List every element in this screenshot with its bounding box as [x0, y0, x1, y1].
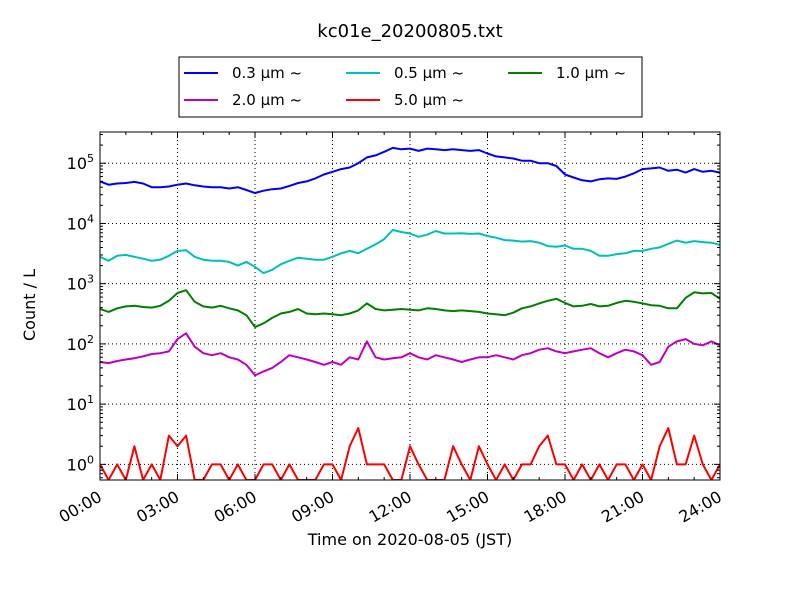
- legend-label: 2.0 μm ~: [232, 91, 302, 109]
- series-line-5: [100, 427, 720, 480]
- legend-label: 1.0 μm ~: [556, 64, 626, 82]
- x-tick-label: 06:00: [211, 487, 260, 527]
- x-tick-label: 15:00: [443, 487, 492, 527]
- series-line-2: [100, 229, 720, 275]
- y-tick-label: 103: [67, 273, 94, 294]
- legend-box: [178, 56, 643, 118]
- series-group: [100, 146, 720, 480]
- x-tick-label: 00:00: [56, 487, 105, 527]
- x-tick-label: 21:00: [598, 487, 647, 527]
- x-tick-label: 12:00: [366, 487, 415, 527]
- y-tick-label: 105: [67, 152, 94, 173]
- x-tick-label: 09:00: [288, 487, 337, 527]
- legend-label: 0.3 μm ~: [232, 64, 302, 82]
- series-line-1: [100, 146, 720, 194]
- legend-label: 0.5 μm ~: [394, 64, 464, 82]
- series-line-3: [100, 289, 720, 329]
- ticks: [99, 132, 721, 480]
- series-line-4: [100, 332, 720, 377]
- y-tick-label: 104: [67, 212, 94, 233]
- x-tick-label: 24:00: [676, 487, 725, 527]
- y-axis-label: Count / L: [20, 269, 39, 341]
- legend-label: 5.0 μm ~: [394, 91, 464, 109]
- x-tick-label: 03:00: [133, 487, 182, 527]
- legend: 0.3 μm ~ 0.5 μm ~ 1.0 μm ~ 2.0 μm ~ 5.0 μm ~: [178, 56, 643, 118]
- x-tick-labels: 00:00 03:00 06:00 09:00 12:00 15:00 18:00 21:00…: [56, 487, 725, 527]
- y-tick-label: 101: [67, 393, 94, 414]
- chart-title: kc01e_20200805.txt: [317, 21, 502, 42]
- y-tick-labels: 100 101 102 103 104 105: [67, 152, 94, 474]
- x-tick-label: 18:00: [521, 487, 570, 527]
- x-axis-label: Time on 2020-08-05 (JST): [307, 530, 512, 549]
- y-tick-label: 102: [67, 333, 94, 354]
- y-tick-label: 100: [67, 453, 94, 474]
